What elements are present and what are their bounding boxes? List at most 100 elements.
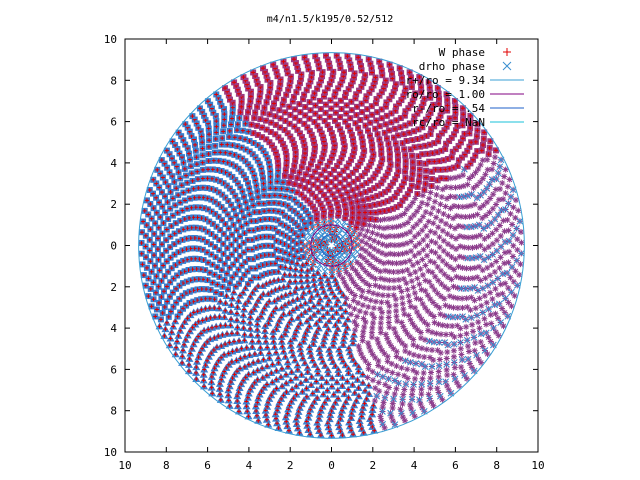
w-phase-point — [241, 215, 246, 220]
w-phase-point — [427, 159, 432, 164]
drho-phase-point — [430, 357, 437, 364]
drho-phase-point — [428, 248, 435, 255]
drho-phase-point — [463, 295, 470, 302]
w-phase-point — [242, 338, 247, 343]
w-phase-point — [387, 128, 392, 133]
drho-phase-point — [362, 319, 369, 326]
drho-phase-point — [401, 221, 408, 228]
drho-phase-point — [401, 210, 408, 217]
drho-phase-point — [368, 334, 375, 341]
drho-phase-point — [373, 266, 380, 273]
w-phase-point — [347, 182, 352, 187]
drho-phase-point — [356, 285, 363, 292]
drho-phase-point — [441, 295, 448, 302]
w-phase-point — [250, 339, 255, 344]
w-phase-point — [247, 186, 252, 191]
drho-phase-point — [399, 232, 406, 239]
w-phase-point — [315, 270, 320, 275]
drho-phase-point — [389, 260, 396, 267]
drho-phase-point — [414, 275, 421, 282]
drho-phase-point — [403, 280, 410, 287]
w-phase-point — [263, 334, 268, 339]
drho-phase-point — [359, 226, 366, 233]
w-phase-point — [247, 212, 252, 217]
drho-phase-point — [450, 283, 457, 290]
drho-phase-point — [397, 222, 404, 229]
w-phase-point — [295, 296, 300, 301]
drho-phase-point — [367, 261, 374, 268]
drho-phase-point — [399, 400, 406, 407]
drho-phase-point — [441, 283, 448, 290]
drho-phase-point — [442, 203, 449, 210]
drho-phase-point — [395, 371, 402, 378]
w-phase-point — [256, 339, 261, 344]
w-phase-point — [257, 210, 262, 215]
x-tick-label: 4 — [246, 459, 253, 472]
drho-phase-point — [381, 276, 388, 283]
w-phase-point — [283, 354, 288, 359]
drho-phase-point — [443, 355, 450, 362]
w-phase-point — [416, 179, 421, 184]
drho-phase-point — [489, 296, 496, 303]
drho-phase-point — [487, 195, 494, 202]
y-tick-label: 2 — [110, 198, 117, 211]
drho-phase-point — [481, 292, 488, 299]
w-phase-point — [275, 256, 280, 261]
w-phase-point — [228, 323, 233, 328]
w-phase-point — [330, 315, 335, 320]
drho-phase-point — [446, 303, 453, 310]
drho-phase-point — [359, 277, 366, 284]
w-phase-point — [415, 191, 420, 196]
drho-phase-point — [444, 349, 451, 356]
w-phase-point — [308, 162, 313, 167]
drho-phase-point — [395, 232, 402, 239]
drho-phase-point — [427, 375, 434, 382]
drho-phase-point — [408, 248, 415, 255]
drho-phase-point — [415, 230, 422, 237]
w-phase-point — [377, 137, 382, 142]
drho-phase-point — [377, 275, 384, 282]
w-phase-point — [256, 298, 261, 303]
drho-phase-point — [427, 210, 434, 217]
drho-phase-point — [517, 261, 524, 268]
w-phase-point — [227, 265, 232, 270]
drho-phase-point — [452, 235, 459, 242]
drho-phase-point — [362, 309, 369, 316]
w-phase-point — [292, 163, 297, 168]
w-phase-point — [217, 238, 222, 243]
w-phase-point — [363, 123, 368, 128]
w-phase-point — [325, 310, 330, 315]
w-phase-point — [258, 295, 263, 300]
w-phase-point — [355, 199, 360, 204]
w-phase-point — [230, 296, 235, 301]
w-phase-point — [420, 152, 425, 157]
w-phase-point — [370, 147, 375, 152]
drho-phase-point — [407, 316, 414, 323]
w-phase-point — [403, 175, 408, 180]
w-phase-point — [401, 180, 406, 185]
drho-phase-point — [385, 285, 392, 292]
w-phase-point — [255, 333, 260, 338]
w-phase-point — [395, 163, 400, 168]
drho-phase-point — [352, 267, 359, 274]
drho-phase-point — [353, 234, 361, 242]
w-phase-point — [396, 158, 401, 163]
w-phase-point — [239, 263, 244, 268]
w-phase-point — [417, 173, 422, 178]
w-phase-point — [321, 192, 326, 197]
w-phase-point — [262, 209, 267, 214]
drho-phase-point — [385, 292, 392, 299]
drho-phase-point — [355, 343, 362, 350]
w-phase-point — [363, 210, 368, 215]
drho-phase-point — [378, 299, 385, 306]
w-phase-point — [322, 335, 327, 340]
w-phase-point — [272, 200, 277, 205]
w-phase-point — [353, 361, 358, 366]
drho-phase-point — [394, 318, 401, 325]
drho-phase-point — [366, 222, 373, 229]
drho-phase-point — [398, 319, 405, 326]
w-phase-point — [258, 345, 263, 350]
drho-phase-point — [369, 229, 376, 236]
w-phase-point — [260, 284, 265, 289]
drho-phase-point — [428, 238, 435, 245]
